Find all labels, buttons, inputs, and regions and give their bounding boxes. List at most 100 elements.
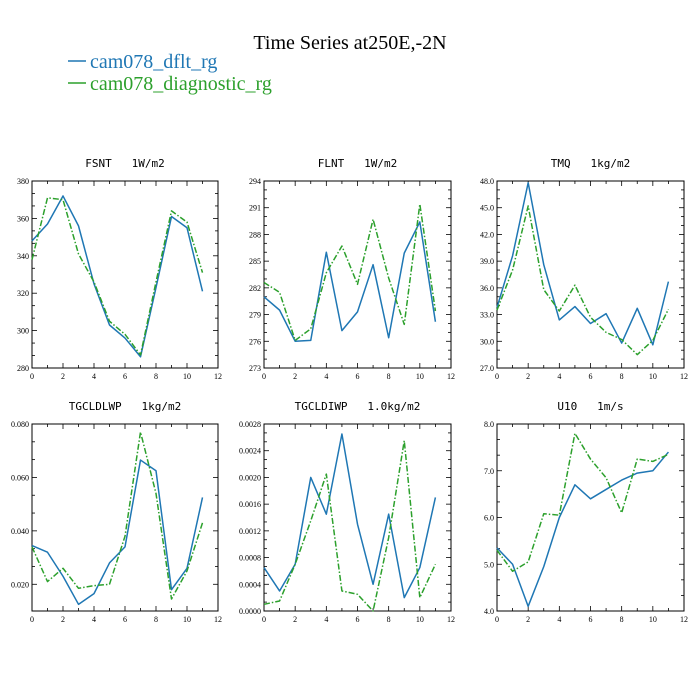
panel-tgcldlwp: TGCLDLWP 1kg/m2 0 2 4 6 8 10 12 0.020 0.040 0.060 0…: [11, 400, 222, 624]
x-tick-label-tgcldiwp: 4: [324, 615, 328, 624]
panel-title-flnt: FLNT 1W/m2: [318, 157, 397, 170]
x-tick-label-fsnt: 10: [183, 372, 191, 381]
y-tick-label-tmq: 36.0: [480, 284, 494, 293]
series-line-diagnostic-tmq: [496, 205, 670, 356]
x-tick-label-tgcldlwp: 12: [214, 615, 222, 624]
x-tick-label-flnt: 0: [262, 372, 266, 381]
y-tick-label-tgcldiwp: 0.0028: [239, 420, 261, 429]
series-line-dflt-fsnt: [31, 195, 204, 358]
y-tick-label-fsnt: 340: [17, 252, 29, 261]
x-tick-label-tmq: 10: [649, 372, 657, 381]
plot-frame-fsnt: [31, 180, 219, 369]
y-tick-label-tmq: 27.0: [480, 364, 494, 373]
panel-title-tgcldiwp: TGCLDIWP 1.0kg/m2: [295, 400, 421, 413]
plot-frame-flnt: [263, 180, 452, 369]
y-tick-label-tgcldlwp: 0.060: [11, 473, 29, 482]
x-tick-label-u10: 8: [620, 615, 624, 624]
y-tick-label-flnt: 273: [249, 364, 261, 373]
panel-title-tmq: TMQ 1kg/m2: [551, 157, 630, 170]
x-tick-label-fsnt: 0: [30, 372, 34, 381]
y-tick-label-tmq: 39.0: [480, 257, 494, 266]
y-tick-label-tgcldlwp: 0.020: [11, 580, 29, 589]
y-tick-label-flnt: 288: [249, 230, 261, 239]
series-line-dflt-u10: [496, 451, 669, 608]
x-tick-label-flnt: 2: [293, 372, 297, 381]
y-tick-label-fsnt: 280: [17, 364, 29, 373]
y-tick-label-tmq: 45.0: [480, 204, 494, 213]
x-tick-label-fsnt: 12: [214, 372, 222, 381]
x-tick-label-tgcldlwp: 4: [92, 615, 96, 624]
panel-tgcldiwp: TGCLDIWP 1.0kg/m2 0 2 4 6 8 10 12 0.0000 0.0004 0.…: [239, 400, 455, 624]
panel-title-fsnt: FSNT 1W/m2: [85, 157, 164, 170]
y-tick-label-u10: 7.0: [484, 467, 494, 476]
x-tick-label-tgcldlwp: 6: [123, 615, 127, 624]
x-tick-label-u10: 10: [649, 615, 657, 624]
x-tick-label-tgcldiwp: 12: [447, 615, 455, 624]
x-tick-label-fsnt: 6: [123, 372, 127, 381]
series-line-dflt-tgcldlwp: [31, 459, 204, 606]
panel-title-tgcldlwp: TGCLDLWP 1kg/m2: [69, 400, 182, 413]
x-tick-label-flnt: 10: [416, 372, 424, 381]
y-tick-label-tmq: 33.0: [480, 311, 494, 320]
plot-frame-tgcldiwp: [263, 423, 452, 612]
x-tick-label-u10: 2: [526, 615, 530, 624]
y-tick-label-flnt: 291: [249, 204, 261, 213]
series-line-dflt-tmq: [496, 182, 670, 346]
x-tick-label-tmq: 0: [495, 372, 499, 381]
x-tick-label-flnt: 4: [324, 372, 328, 381]
x-tick-label-tgcldlwp: 0: [30, 615, 34, 624]
y-tick-label-u10: 8.0: [484, 420, 494, 429]
legend-label-dflt: cam078_dflt_rg: [90, 51, 217, 73]
panel-u10: U10 1m/s 0 2 4 6 8 10 12 4.0 5.0 6.0 7.0 8.0: [484, 400, 688, 624]
x-tick-label-tgcldlwp: 10: [183, 615, 191, 624]
y-tick-label-tgcldiwp: 0.0000: [239, 607, 261, 616]
series-line-diagnostic-fsnt: [31, 197, 204, 356]
x-tick-label-fsnt: 8: [154, 372, 158, 381]
series-line-diagnostic-tgcldiwp: [263, 439, 437, 612]
legend: cam078_dflt_rg cam078_diagnostic_rg: [68, 51, 272, 95]
panel-fsnt: FSNT 1W/m2 0 2 4 6 8 10 12 280 300 320 340 360 380: [17, 157, 222, 381]
panel-title-u10: U10 1m/s: [557, 400, 623, 413]
y-tick-label-flnt: 294: [249, 177, 261, 186]
x-tick-label-tgcldiwp: 6: [356, 615, 360, 624]
x-tick-label-u10: 0: [495, 615, 499, 624]
x-tick-label-u10: 6: [589, 615, 593, 624]
x-tick-label-tgcldiwp: 10: [416, 615, 424, 624]
panel-tmq: TMQ 1kg/m2 0 2 4 6 8 10 12 27.0 30.0 33.0 36.0 39.0 4…: [480, 157, 688, 381]
x-tick-label-tmq: 2: [526, 372, 530, 381]
x-tick-label-u10: 12: [680, 615, 688, 624]
y-tick-label-tgcldlwp: 0.080: [11, 420, 29, 429]
y-tick-label-tgcldiwp: 0.0024: [239, 447, 261, 456]
y-tick-label-tgcldiwp: 0.0020: [239, 473, 261, 482]
x-tick-label-flnt: 12: [447, 372, 455, 381]
x-tick-label-tmq: 6: [589, 372, 593, 381]
y-tick-label-u10: 5.0: [484, 560, 494, 569]
series-line-dflt-tgcldiwp: [263, 433, 437, 599]
legend-label-diagnostic: cam078_diagnostic_rg: [90, 73, 272, 95]
y-tick-label-fsnt: 300: [17, 327, 29, 336]
series-line-diagnostic-flnt: [263, 203, 437, 342]
y-tick-label-fsnt: 320: [17, 289, 29, 298]
y-tick-label-u10: 6.0: [484, 514, 494, 523]
x-tick-label-tgcldiwp: 2: [293, 615, 297, 624]
x-tick-label-u10: 4: [557, 615, 561, 624]
y-tick-label-u10: 4.0: [484, 607, 494, 616]
y-tick-label-tmq: 42.0: [480, 230, 494, 239]
x-tick-label-tgcldlwp: 2: [61, 615, 65, 624]
y-tick-label-tmq: 48.0: [480, 177, 494, 186]
y-tick-label-flnt: 285: [249, 257, 261, 266]
series-line-dflt-flnt: [263, 221, 437, 343]
x-tick-label-flnt: 8: [387, 372, 391, 381]
x-tick-label-tgcldlwp: 8: [154, 615, 158, 624]
y-tick-label-flnt: 279: [249, 311, 261, 320]
x-tick-label-flnt: 6: [356, 372, 360, 381]
y-tick-label-tmq: 30.0: [480, 337, 494, 346]
figure-title: Time Series at250E,-2N: [253, 32, 446, 54]
y-tick-label-tgcldiwp: 0.0004: [239, 580, 261, 589]
x-tick-label-tgcldiwp: 0: [262, 615, 266, 624]
y-tick-label-fsnt: 360: [17, 214, 29, 223]
x-tick-label-tgcldiwp: 8: [387, 615, 391, 624]
x-tick-label-fsnt: 4: [92, 372, 96, 381]
x-tick-label-fsnt: 2: [61, 372, 65, 381]
